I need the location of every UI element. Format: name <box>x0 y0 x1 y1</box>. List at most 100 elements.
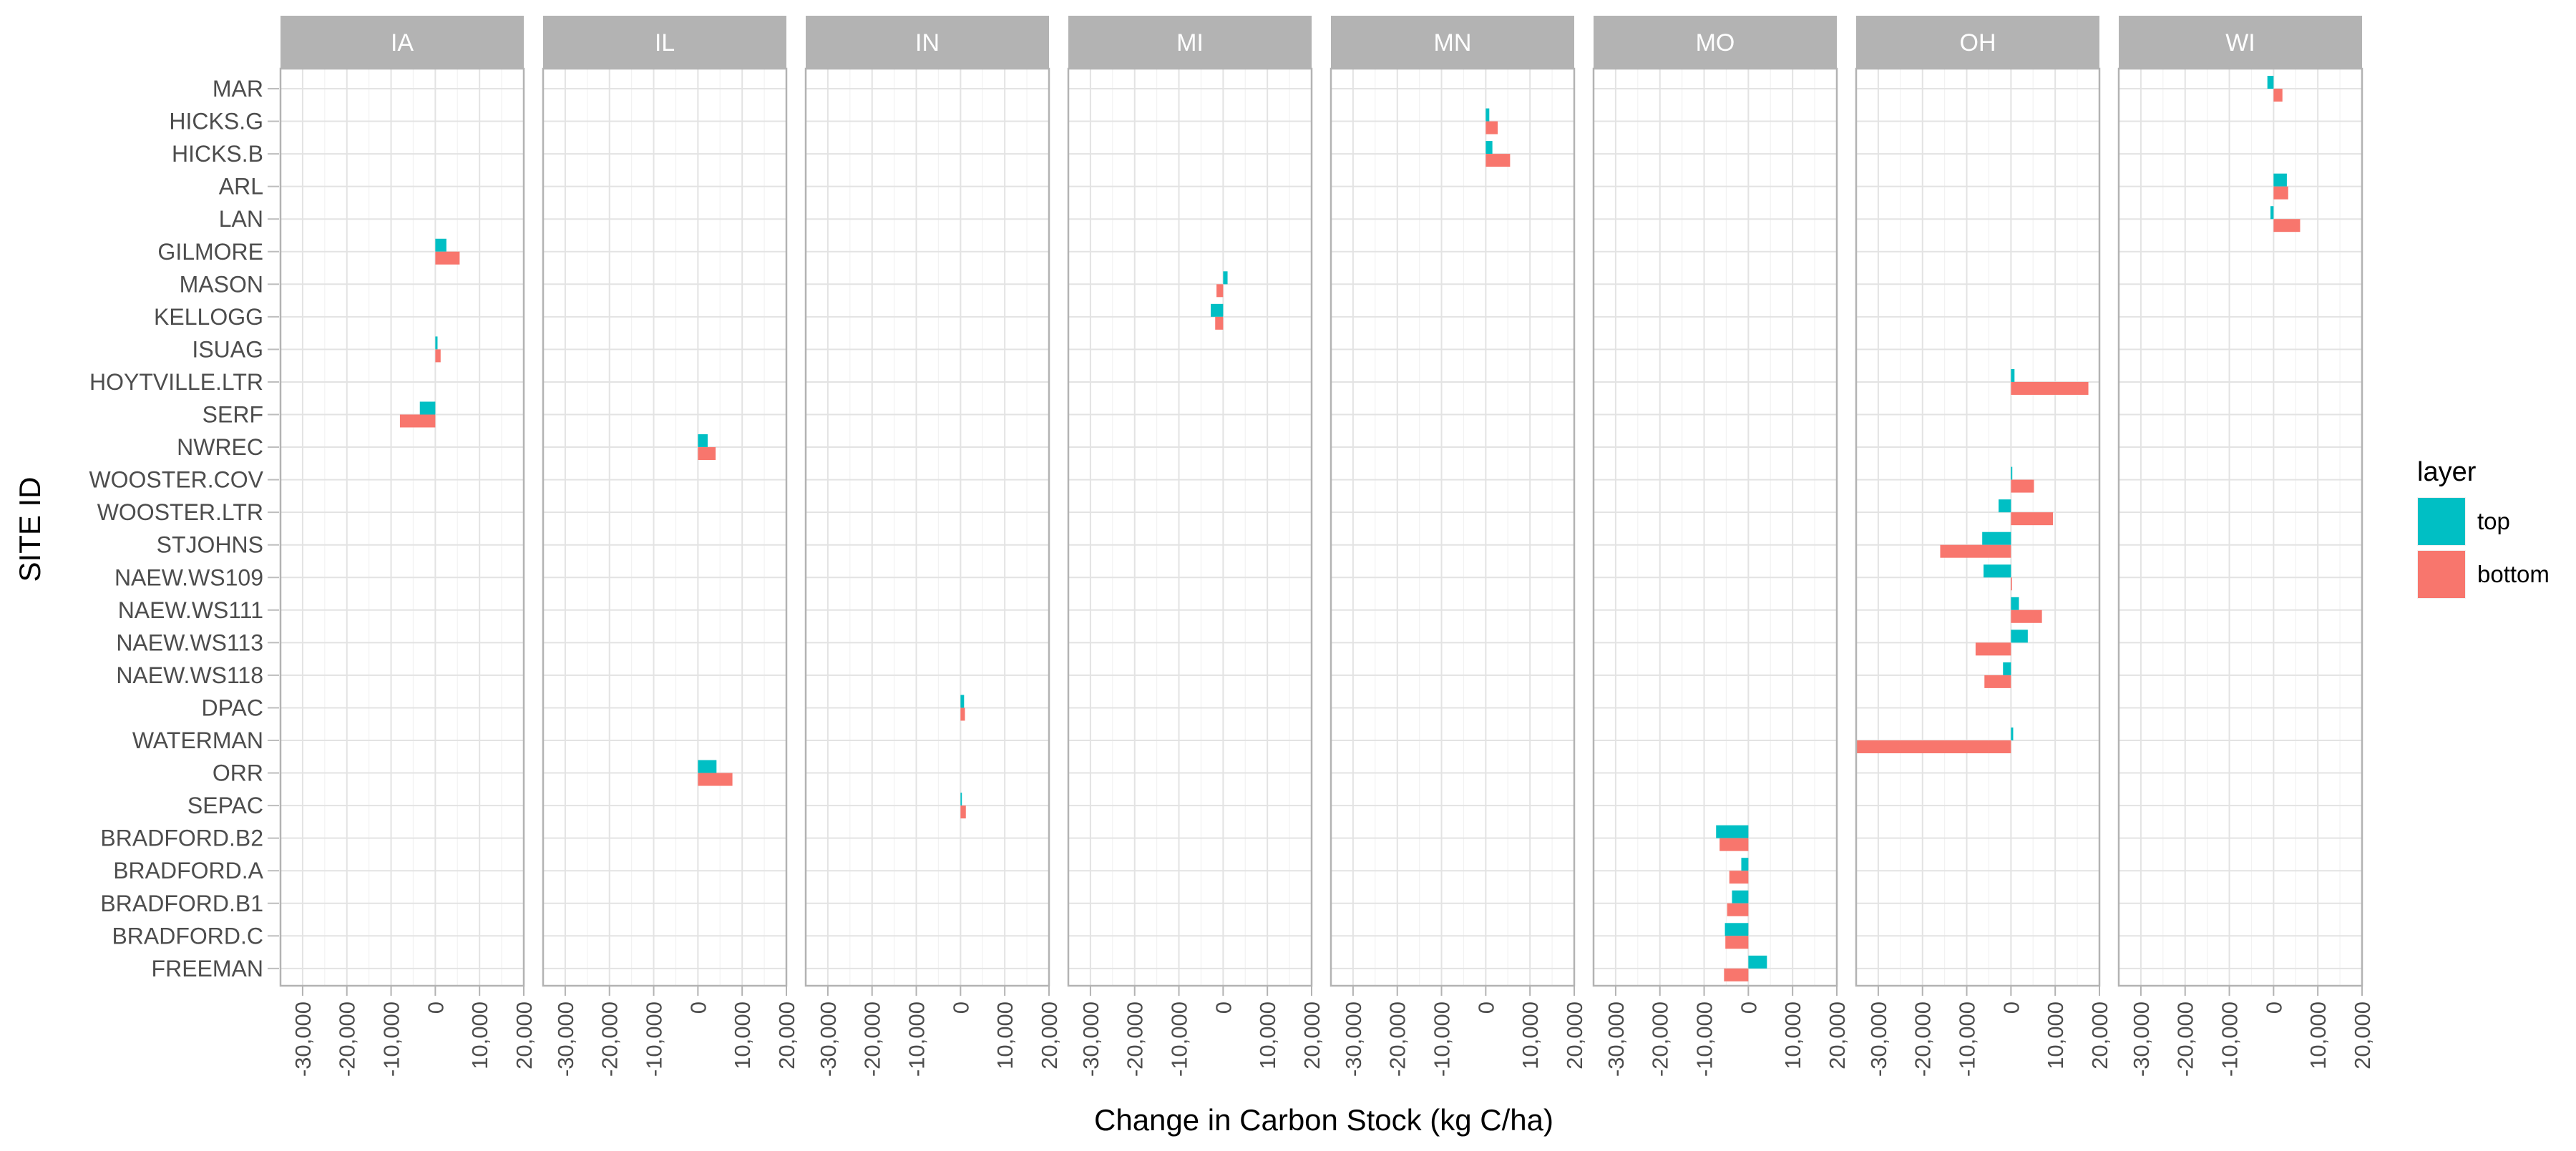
panel-border <box>279 67 525 987</box>
bar-bottom-gilmore <box>435 251 460 265</box>
bar-top-kellogg <box>1211 303 1224 317</box>
facet-panel-oh: OH -30,000 -20,000 -10,000 0 10,000 20,000 <box>1855 16 2112 1077</box>
x-tick-label: 10,000 <box>2043 1001 2068 1069</box>
x-tick-label: -30,000 <box>1604 1001 1629 1077</box>
panel-background <box>1594 69 1837 986</box>
x-tick-label: 0 <box>1736 1001 1761 1014</box>
bar-top-wooster-ltr <box>1999 499 2011 513</box>
facet-panel-mn: MN -30,000 -20,000 -10,000 0 10,000 20,000 <box>1330 16 1587 1077</box>
y-tick-label: NAEW.WS113 <box>116 630 263 655</box>
x-tick-label: 20,000 <box>1562 1001 1587 1069</box>
bar-top-sepac <box>960 793 962 806</box>
x-tick-label: -30,000 <box>1078 1001 1103 1077</box>
panel-border <box>1330 67 1576 987</box>
panel-border <box>1067 67 1313 987</box>
bar-bottom-sepac <box>960 805 966 819</box>
x-tick-label: -10,000 <box>1692 1001 1717 1077</box>
bar-top-bradford-b2 <box>1716 825 1749 838</box>
facet-strip-label: MN <box>1434 29 1472 57</box>
x-tick-label: -20,000 <box>1911 1001 1936 1077</box>
facet-strip-label: IL <box>655 29 675 57</box>
bar-bottom-bradford-a <box>1729 871 1749 884</box>
bar-bottom-hoytville-ltr <box>2011 381 2089 395</box>
bar-bottom-naew-ws113 <box>1975 642 2011 656</box>
y-tick-label: BRADFORD.C <box>112 923 263 949</box>
bar-top-hicks-b <box>1485 141 1493 155</box>
y-tick-label: FREEMAN <box>152 956 263 981</box>
y-tick-label: NAEW.WS111 <box>118 597 263 623</box>
facet-panel-wi: WI -30,000 -20,000 -10,000 0 10,000 20,000 <box>2117 16 2375 1077</box>
x-tick-label: 10,000 <box>1518 1001 1543 1069</box>
x-tick-label: 10,000 <box>992 1001 1018 1069</box>
x-tick-label: -20,000 <box>1385 1001 1410 1077</box>
y-axis-title: SITE ID <box>13 476 47 582</box>
x-tick-label: 20,000 <box>1825 1001 1850 1069</box>
panel-background <box>280 69 524 986</box>
bar-top-hoytville-ltr <box>2011 368 2015 382</box>
x-tick-label: 0 <box>1211 1001 1236 1014</box>
y-tick-label: ARL <box>219 174 263 200</box>
panel-background <box>1068 69 1312 986</box>
bar-bottom-bradford-c <box>1725 936 1749 949</box>
x-tick-label: -20,000 <box>860 1001 885 1077</box>
panel-border <box>1592 67 1838 987</box>
x-tick-label: -10,000 <box>1430 1001 1455 1077</box>
x-tick-label: 10,000 <box>1780 1001 1805 1069</box>
bar-top-orr <box>698 760 717 773</box>
y-tick-label: NAEW.WS109 <box>114 564 263 590</box>
bar-top-mar <box>2267 76 2274 89</box>
y-tick-label: KELLOGG <box>154 304 263 330</box>
panel-background <box>1331 69 1574 986</box>
bar-bottom-mar <box>2273 89 2283 102</box>
facet-strip <box>1331 16 1574 69</box>
x-tick-label: -10,000 <box>1167 1001 1192 1077</box>
x-tick-label: -10,000 <box>2218 1001 2243 1077</box>
x-tick-label: -30,000 <box>2129 1001 2154 1077</box>
x-tick-label: -10,000 <box>1955 1001 1980 1077</box>
bar-top-serf <box>419 401 436 415</box>
bar-bottom-bradford-b2 <box>1719 838 1749 851</box>
bar-top-naew-ws111 <box>2011 597 2019 610</box>
bar-top-isuag <box>435 336 438 350</box>
facet-strip-label: IN <box>915 29 940 57</box>
bar-bottom-hicks-g <box>1485 121 1498 134</box>
x-tick-label: -30,000 <box>291 1001 316 1077</box>
bar-bottom-serf <box>399 414 436 428</box>
x-axis-title: Change in Carbon Stock (kg C/ha) <box>1094 1103 1553 1137</box>
y-tick-label: NWREC <box>177 434 263 460</box>
facet-panel-il: IL -30,000 -20,000 -10,000 0 10,000 20,000 <box>542 16 799 1077</box>
y-tick-label: GILMORE <box>157 239 263 265</box>
x-tick-label: 10,000 <box>2306 1001 2331 1069</box>
y-tick-label: WOOSTER.LTR <box>97 499 263 525</box>
bar-bottom-waterman <box>1856 740 2011 753</box>
bar-top-gilmore <box>435 238 447 252</box>
x-tick-label: -20,000 <box>1648 1001 1673 1077</box>
panel-background <box>1856 69 2099 986</box>
x-tick-label: -20,000 <box>1123 1001 1148 1077</box>
bar-bottom-nwrec <box>698 447 716 461</box>
facet-strip-label: IA <box>391 29 414 57</box>
bar-top-freeman <box>1748 955 1767 969</box>
bar-top-arl <box>2273 173 2287 187</box>
bar-top-bradford-b1 <box>1732 890 1749 903</box>
x-tick-label: -10,000 <box>904 1001 930 1077</box>
bar-top-lan <box>2270 206 2274 220</box>
bar-bottom-stjohns <box>1940 544 2011 558</box>
x-tick-label: 20,000 <box>2350 1001 2375 1069</box>
legend-label-bottom: bottom <box>2477 561 2550 587</box>
x-tick-label: -20,000 <box>335 1001 360 1077</box>
x-tick-label: 10,000 <box>730 1001 755 1069</box>
panel-border <box>1855 67 2101 987</box>
bar-top-naew-ws113 <box>2011 630 2028 643</box>
y-tick-label: ORR <box>213 760 263 786</box>
y-axis-labels: MAR HICKS.G HICKS.B ARL LAN GILMORE MASON KELLO… <box>89 76 279 981</box>
y-tick-label: HICKS.B <box>172 141 263 167</box>
x-tick-label: 10,000 <box>467 1001 492 1069</box>
bar-bottom-arl <box>2273 186 2288 200</box>
facet-strip <box>806 16 1049 69</box>
x-tick-label: 20,000 <box>1299 1001 1324 1069</box>
x-tick-label: 0 <box>1473 1001 1498 1014</box>
x-tick-label: -10,000 <box>642 1001 667 1077</box>
facet-panel-mo: MO -30,000 -20,000 -10,000 0 10,000 20,000 <box>1592 16 1850 1077</box>
panel-background <box>2119 69 2362 986</box>
